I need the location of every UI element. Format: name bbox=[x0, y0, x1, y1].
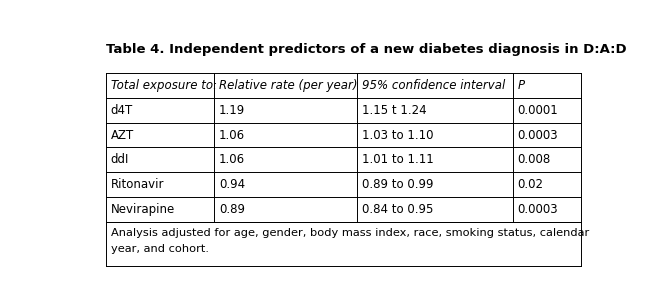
Text: 0.89: 0.89 bbox=[219, 203, 245, 216]
Text: AZT: AZT bbox=[111, 129, 134, 142]
Text: 95% confidence interval: 95% confidence interval bbox=[362, 79, 505, 92]
Text: 1.01 to 1.11: 1.01 to 1.11 bbox=[362, 153, 434, 166]
Text: d4T: d4T bbox=[111, 104, 133, 117]
Text: Ritonavir: Ritonavir bbox=[111, 178, 164, 191]
Text: 1.06: 1.06 bbox=[219, 153, 245, 166]
Text: ddI: ddI bbox=[111, 153, 129, 166]
Text: 0.02: 0.02 bbox=[517, 178, 544, 191]
Text: 0.0003: 0.0003 bbox=[517, 203, 558, 216]
Text: 0.94: 0.94 bbox=[219, 178, 245, 191]
Text: Relative rate (per year): Relative rate (per year) bbox=[219, 79, 358, 92]
Text: Analysis adjusted for age, gender, body mass index, race, smoking status, calend: Analysis adjusted for age, gender, body … bbox=[111, 228, 589, 237]
Text: 0.0003: 0.0003 bbox=[517, 129, 558, 142]
Text: P: P bbox=[517, 79, 525, 92]
Text: Table 4. Independent predictors of a new diabetes diagnosis in D:A:D: Table 4. Independent predictors of a new… bbox=[106, 43, 626, 56]
Text: 1.03 to 1.10: 1.03 to 1.10 bbox=[362, 129, 433, 142]
Text: 0.0001: 0.0001 bbox=[517, 104, 558, 117]
Text: 0.84 to 0.95: 0.84 to 0.95 bbox=[362, 203, 433, 216]
Text: 1.15 t 1.24: 1.15 t 1.24 bbox=[362, 104, 426, 117]
Text: year, and cohort.: year, and cohort. bbox=[111, 244, 209, 254]
Text: 0.008: 0.008 bbox=[517, 153, 551, 166]
Text: 0.89 to 0.99: 0.89 to 0.99 bbox=[362, 178, 433, 191]
Text: Nevirapine: Nevirapine bbox=[111, 203, 175, 216]
Text: 1.19: 1.19 bbox=[219, 104, 246, 117]
Text: Total exposure to:: Total exposure to: bbox=[111, 79, 216, 92]
Text: 1.06: 1.06 bbox=[219, 129, 245, 142]
